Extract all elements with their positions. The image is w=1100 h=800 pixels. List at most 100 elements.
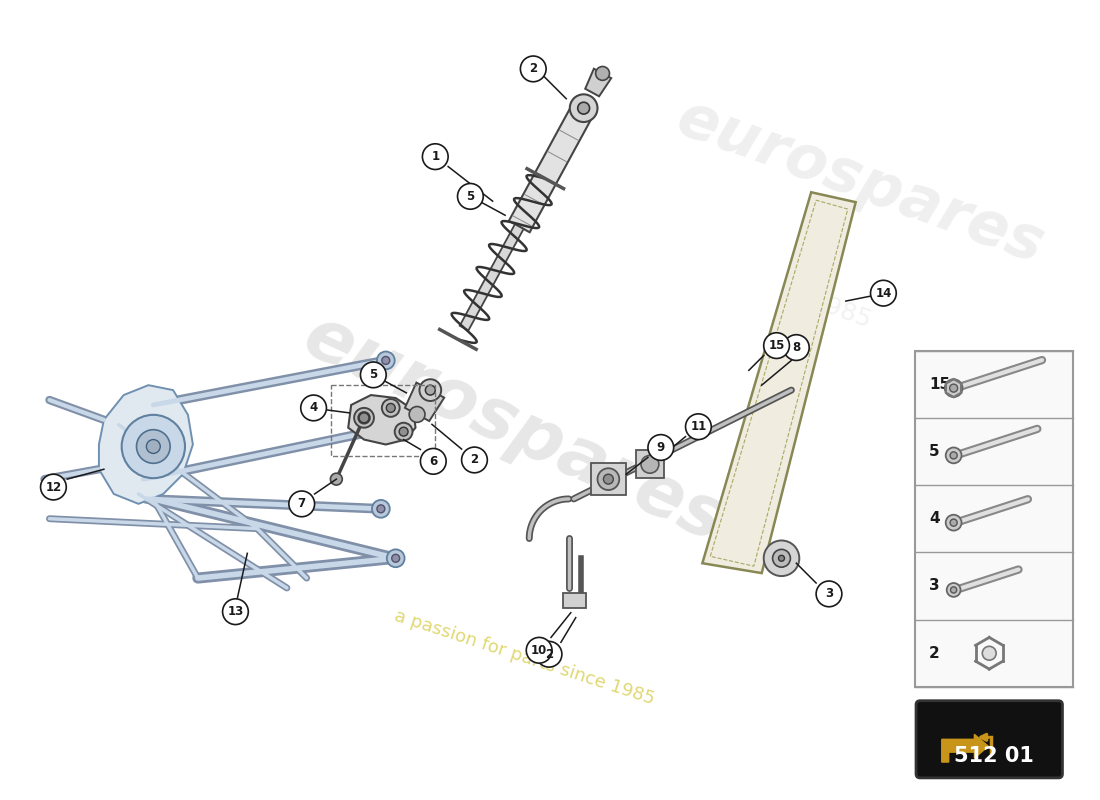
Circle shape (783, 334, 810, 361)
Text: 12: 12 (45, 481, 62, 494)
Text: 14: 14 (876, 286, 892, 300)
Circle shape (399, 427, 408, 436)
Circle shape (526, 638, 552, 663)
Text: 11: 11 (691, 420, 706, 434)
Text: 2: 2 (928, 646, 939, 661)
Circle shape (122, 415, 185, 478)
Circle shape (458, 183, 483, 210)
Text: 4: 4 (928, 511, 939, 526)
Circle shape (361, 362, 386, 388)
Circle shape (377, 351, 395, 370)
Text: 3: 3 (928, 578, 939, 594)
Circle shape (950, 519, 957, 526)
Text: 6: 6 (429, 455, 438, 468)
Circle shape (392, 554, 399, 562)
Circle shape (950, 452, 957, 459)
Text: 512 01: 512 01 (954, 746, 1034, 766)
Circle shape (772, 550, 791, 567)
Circle shape (300, 395, 327, 421)
Circle shape (146, 439, 161, 454)
Polygon shape (349, 395, 416, 445)
Circle shape (982, 646, 997, 660)
Circle shape (386, 403, 395, 412)
Text: 5: 5 (370, 368, 377, 382)
Text: 2: 2 (529, 62, 537, 75)
Circle shape (462, 447, 487, 473)
Circle shape (763, 333, 790, 358)
Circle shape (946, 447, 961, 463)
Circle shape (372, 500, 389, 518)
Text: a passion for parts since 1985: a passion for parts since 1985 (392, 606, 657, 708)
Polygon shape (703, 192, 856, 573)
Polygon shape (585, 69, 612, 96)
Circle shape (289, 491, 315, 517)
Text: 5: 5 (928, 444, 939, 459)
Circle shape (947, 583, 960, 597)
Polygon shape (405, 382, 444, 421)
Circle shape (377, 426, 385, 434)
Text: 13: 13 (228, 605, 243, 618)
Circle shape (422, 144, 448, 170)
Circle shape (41, 474, 66, 500)
Text: 1: 1 (431, 150, 439, 163)
Polygon shape (99, 385, 192, 504)
Circle shape (597, 468, 619, 490)
Text: 2: 2 (544, 648, 553, 661)
Circle shape (595, 66, 609, 80)
Circle shape (395, 422, 412, 441)
Circle shape (604, 474, 614, 484)
Bar (331, 385, 436, 456)
Circle shape (536, 642, 562, 667)
Circle shape (685, 414, 712, 439)
Text: eurospares: eurospares (669, 89, 1053, 276)
Circle shape (520, 56, 546, 82)
Polygon shape (942, 734, 988, 762)
Circle shape (382, 399, 399, 417)
Circle shape (222, 599, 249, 625)
Circle shape (946, 514, 961, 530)
Circle shape (359, 413, 369, 422)
Text: 1985: 1985 (807, 289, 874, 333)
Circle shape (570, 94, 597, 122)
Circle shape (950, 587, 957, 593)
Circle shape (372, 421, 389, 438)
Circle shape (648, 434, 673, 460)
Polygon shape (509, 102, 594, 232)
Text: 15: 15 (769, 339, 784, 352)
Text: 9: 9 (657, 441, 664, 454)
Circle shape (641, 455, 659, 474)
Circle shape (377, 505, 385, 513)
Text: 4: 4 (309, 402, 318, 414)
Circle shape (419, 379, 441, 401)
Bar (636, 450, 663, 478)
FancyBboxPatch shape (916, 701, 1063, 778)
Circle shape (816, 581, 842, 606)
Circle shape (870, 280, 896, 306)
Text: 2: 2 (471, 454, 478, 466)
Text: 3: 3 (825, 587, 833, 600)
Circle shape (763, 541, 800, 576)
Circle shape (578, 102, 590, 114)
Text: 8: 8 (792, 341, 801, 354)
Circle shape (136, 430, 170, 463)
Text: 10: 10 (531, 644, 548, 657)
Circle shape (387, 550, 405, 567)
Polygon shape (460, 224, 524, 330)
Circle shape (779, 555, 784, 562)
Circle shape (426, 385, 436, 395)
Text: 15: 15 (928, 377, 950, 392)
Circle shape (354, 408, 374, 428)
Polygon shape (563, 593, 585, 608)
Circle shape (420, 449, 447, 474)
Circle shape (359, 412, 370, 424)
Text: 5: 5 (466, 190, 474, 203)
Circle shape (330, 474, 342, 485)
Text: eurospares: eurospares (293, 302, 736, 558)
Circle shape (409, 406, 425, 422)
Bar (591, 463, 626, 495)
Circle shape (949, 384, 958, 392)
Circle shape (382, 357, 389, 364)
Circle shape (945, 379, 962, 397)
FancyBboxPatch shape (915, 350, 1074, 687)
Text: 7: 7 (298, 498, 306, 510)
